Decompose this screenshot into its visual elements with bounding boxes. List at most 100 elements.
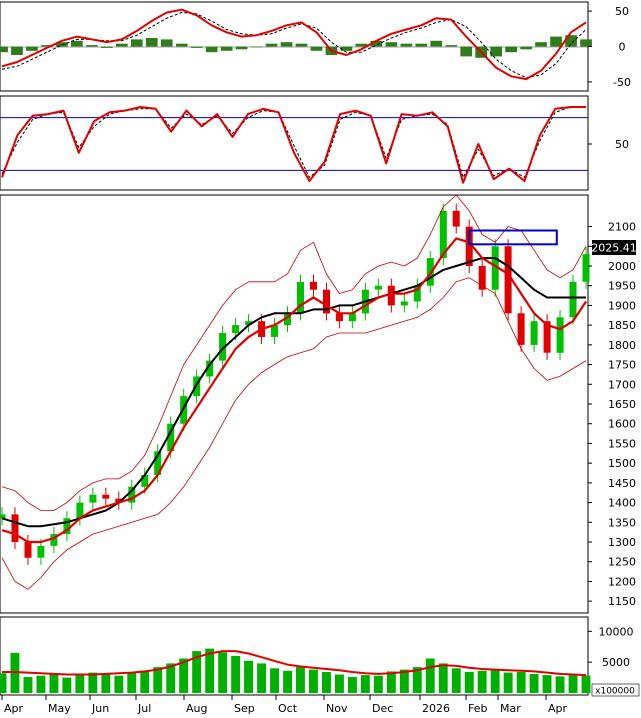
volume-bar [309, 669, 318, 693]
macd-histogram-bar [220, 46, 233, 51]
macd-tick-label: 0 [619, 41, 626, 54]
volume-bar [503, 672, 513, 693]
volume-bar [127, 672, 137, 693]
volume-ma-line [2, 650, 587, 677]
macd-histogram-bar [101, 46, 113, 48]
month-label: Jul [137, 702, 151, 715]
volume-bar [244, 660, 253, 693]
price-frame [0, 194, 589, 614]
candle-body [504, 246, 512, 314]
volume-bar [542, 675, 552, 693]
candle-body [167, 423, 175, 452]
macd-histogram-bar [280, 42, 293, 47]
candle-body [63, 518, 71, 535]
volume-unit-box [591, 683, 640, 697]
candle-body [556, 317, 564, 353]
macd-histogram-bar [535, 42, 547, 47]
volume-bar [166, 663, 176, 693]
volume-bar [88, 672, 98, 693]
candle-body [323, 289, 330, 314]
candle-body [310, 281, 317, 290]
month-label: Jun [91, 702, 109, 715]
volume-bar [231, 656, 241, 693]
price-tick-label: 1850 [608, 319, 636, 332]
volume-panel: 10000 5000 x100000 [0, 616, 640, 697]
price-tick-label: 1900 [608, 299, 636, 312]
macd-tick-label: 50 [615, 5, 629, 18]
candle-body [582, 254, 590, 282]
macd-histogram-bar [56, 42, 68, 47]
month-label: Apr [548, 702, 568, 715]
month-label: Dec [372, 702, 393, 715]
macd-histogram-bar [520, 46, 532, 50]
stochastic-k-line [1, 106, 586, 184]
macd-histogram-bar [190, 46, 203, 48]
volume-bar [49, 674, 59, 693]
volume-bar [438, 663, 448, 693]
macd-histogram-bar [250, 46, 263, 48]
month-label: Oct [278, 702, 298, 715]
volume-bar [529, 673, 539, 693]
candle-body [517, 313, 525, 345]
candle-body [245, 321, 253, 326]
price-tick-label: 1300 [608, 536, 636, 549]
stochastic-panel: 50 [0, 95, 629, 191]
candle-body [569, 281, 577, 318]
macd-histogram-bar [370, 40, 383, 47]
volume-unit-label: x100000 [595, 687, 635, 697]
macd-histogram-bar [130, 39, 143, 47]
macd-histogram-bar [26, 46, 38, 51]
price-axis: 2100205020001950190018501800175017001650… [588, 221, 636, 608]
month-label: Aug [186, 702, 207, 715]
candle-body [297, 281, 304, 314]
macd-tick-label: -50 [613, 76, 631, 89]
macd-histogram-bar [505, 46, 517, 53]
macd-histogram-bar [310, 46, 323, 51]
candle-body [232, 325, 240, 333]
macd-histogram-bar [145, 38, 158, 47]
macd-histogram-bar [235, 46, 248, 50]
volume-bar [490, 669, 500, 693]
last-price-value: 2025.41 [591, 242, 637, 255]
macd-line [1, 8, 587, 81]
volume-bar [412, 667, 422, 693]
month-label: May [48, 702, 71, 715]
volume-bar [283, 670, 292, 693]
price-panel: 2100205020001950190018501800175017001650… [0, 194, 637, 614]
macd-histogram-bar [445, 45, 458, 47]
volume-bar [36, 675, 46, 693]
volume-frame [0, 616, 589, 696]
short-moving-average [1, 237, 587, 544]
candle-body [374, 285, 382, 290]
volume-bar [192, 651, 202, 693]
price-tick-label: 1450 [608, 477, 636, 490]
price-tick-label: 2000 [608, 260, 636, 273]
price-lines [1, 194, 587, 590]
macd-histogram-bar [415, 43, 428, 47]
macd-histogram-bar [565, 35, 577, 47]
macd-histogram-bar [160, 39, 173, 47]
macd-histogram-bar [490, 46, 502, 57]
volume-bar [516, 672, 526, 693]
month-label: Feb [468, 702, 487, 715]
macd-histogram-bar [41, 45, 53, 47]
macd-histogram-bar [265, 43, 278, 47]
candle-body [11, 514, 19, 542]
price-tick-label: 1400 [608, 497, 636, 510]
candle-body [141, 475, 149, 487]
candle-body [50, 534, 58, 546]
macd-histogram-bar [580, 39, 592, 47]
stochastic-frame [0, 95, 589, 191]
volume-tick-label: 10000 [599, 625, 634, 638]
candle-body [530, 321, 538, 345]
resistance-box [468, 229, 558, 246]
macd-histogram-bar [86, 45, 98, 47]
bollinger-lower-band [1, 277, 587, 590]
volume-bar [179, 658, 189, 693]
volume-bar [360, 675, 370, 693]
candle-body [491, 246, 499, 290]
candle-body [439, 210, 447, 259]
candle-body [335, 313, 343, 322]
macd-histogram-bar [460, 46, 473, 57]
